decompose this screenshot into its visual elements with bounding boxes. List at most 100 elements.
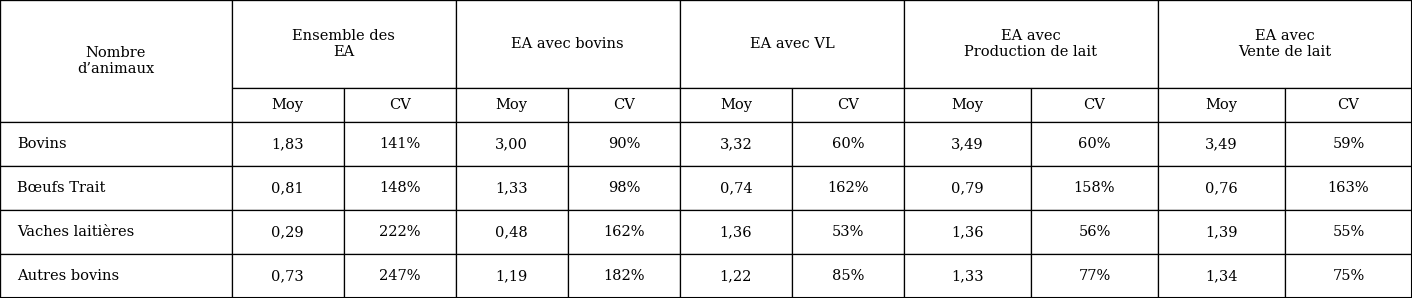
Bar bbox=[679, 210, 792, 254]
Text: 222%: 222% bbox=[378, 225, 421, 239]
Text: 1,39: 1,39 bbox=[1206, 225, 1238, 239]
Text: CV: CV bbox=[837, 98, 858, 112]
Bar bbox=[1031, 254, 1158, 298]
Bar bbox=[232, 88, 343, 122]
Text: 3,49: 3,49 bbox=[1206, 137, 1238, 151]
Text: 0,74: 0,74 bbox=[720, 181, 753, 195]
Text: 3,49: 3,49 bbox=[952, 137, 984, 151]
Bar bbox=[0, 166, 232, 210]
Text: 182%: 182% bbox=[603, 269, 644, 283]
Text: 1,34: 1,34 bbox=[1206, 269, 1238, 283]
Bar bbox=[1285, 122, 1412, 166]
Bar bbox=[568, 210, 679, 254]
Text: Moy: Moy bbox=[952, 98, 984, 112]
Bar bbox=[1285, 166, 1412, 210]
Text: 0,73: 0,73 bbox=[271, 269, 304, 283]
Bar bbox=[904, 122, 1031, 166]
Text: 75%: 75% bbox=[1333, 269, 1364, 283]
Bar bbox=[792, 88, 904, 122]
Bar bbox=[456, 0, 679, 88]
Bar bbox=[232, 122, 343, 166]
Bar bbox=[343, 210, 456, 254]
Bar bbox=[456, 122, 568, 166]
Text: 162%: 162% bbox=[603, 225, 644, 239]
Bar bbox=[343, 88, 456, 122]
Bar bbox=[232, 210, 343, 254]
Text: Bovins: Bovins bbox=[17, 137, 66, 151]
Text: 59%: 59% bbox=[1333, 137, 1364, 151]
Text: 98%: 98% bbox=[607, 181, 640, 195]
Text: Ensemble des
EA: Ensemble des EA bbox=[292, 29, 395, 59]
Text: 148%: 148% bbox=[378, 181, 421, 195]
Bar bbox=[679, 254, 792, 298]
Text: CV: CV bbox=[1337, 98, 1360, 112]
Text: 163%: 163% bbox=[1327, 181, 1370, 195]
Bar bbox=[232, 254, 343, 298]
Bar bbox=[1031, 166, 1158, 210]
Text: 60%: 60% bbox=[832, 137, 864, 151]
Bar bbox=[792, 166, 904, 210]
Bar bbox=[568, 88, 679, 122]
Text: 162%: 162% bbox=[827, 181, 868, 195]
Bar bbox=[904, 254, 1031, 298]
Text: 1,36: 1,36 bbox=[720, 225, 753, 239]
Bar bbox=[904, 88, 1031, 122]
Text: 1,33: 1,33 bbox=[952, 269, 984, 283]
Text: CV: CV bbox=[388, 98, 411, 112]
Text: 77%: 77% bbox=[1079, 269, 1111, 283]
Bar bbox=[1031, 210, 1158, 254]
Text: 1,19: 1,19 bbox=[496, 269, 528, 283]
Text: Vaches laitières: Vaches laitières bbox=[17, 225, 134, 239]
Text: 3,32: 3,32 bbox=[720, 137, 753, 151]
Text: Autres bovins: Autres bovins bbox=[17, 269, 119, 283]
Bar bbox=[1285, 254, 1412, 298]
Bar bbox=[1158, 88, 1285, 122]
Bar bbox=[904, 166, 1031, 210]
Bar bbox=[679, 88, 792, 122]
Bar bbox=[0, 122, 232, 166]
Bar bbox=[1285, 88, 1412, 122]
Bar bbox=[1285, 210, 1412, 254]
Text: Nombre
d’animaux: Nombre d’animaux bbox=[78, 46, 154, 76]
Bar bbox=[0, 0, 232, 122]
Text: EA avec
Vente de lait: EA avec Vente de lait bbox=[1238, 29, 1332, 59]
Text: 158%: 158% bbox=[1073, 181, 1115, 195]
Text: 0,79: 0,79 bbox=[952, 181, 984, 195]
Text: 90%: 90% bbox=[607, 137, 640, 151]
Bar bbox=[792, 210, 904, 254]
Bar bbox=[679, 0, 904, 88]
Text: 141%: 141% bbox=[378, 137, 421, 151]
Text: 1,83: 1,83 bbox=[271, 137, 304, 151]
Text: EA avec bovins: EA avec bovins bbox=[511, 37, 624, 51]
Text: Moy: Moy bbox=[496, 98, 528, 112]
Text: EA avec VL: EA avec VL bbox=[750, 37, 834, 51]
Bar bbox=[456, 210, 568, 254]
Bar bbox=[232, 0, 456, 88]
Bar bbox=[1031, 88, 1158, 122]
Text: Bœufs Trait: Bœufs Trait bbox=[17, 181, 106, 195]
Text: 85%: 85% bbox=[832, 269, 864, 283]
Bar bbox=[1158, 210, 1285, 254]
Text: Moy: Moy bbox=[271, 98, 304, 112]
Bar bbox=[1031, 122, 1158, 166]
Bar bbox=[456, 88, 568, 122]
Text: 56%: 56% bbox=[1079, 225, 1111, 239]
Bar bbox=[792, 122, 904, 166]
Text: 0,29: 0,29 bbox=[271, 225, 304, 239]
Bar bbox=[1158, 0, 1412, 88]
Bar bbox=[1158, 166, 1285, 210]
Text: 1,33: 1,33 bbox=[496, 181, 528, 195]
Bar bbox=[343, 166, 456, 210]
Bar bbox=[904, 0, 1158, 88]
Bar bbox=[1158, 122, 1285, 166]
Text: 1,22: 1,22 bbox=[720, 269, 753, 283]
Text: CV: CV bbox=[613, 98, 635, 112]
Text: 0,48: 0,48 bbox=[496, 225, 528, 239]
Bar bbox=[343, 254, 456, 298]
Bar bbox=[456, 254, 568, 298]
Text: Moy: Moy bbox=[720, 98, 751, 112]
Text: 55%: 55% bbox=[1333, 225, 1364, 239]
Bar bbox=[679, 122, 792, 166]
Text: CV: CV bbox=[1083, 98, 1106, 112]
Text: 53%: 53% bbox=[832, 225, 864, 239]
